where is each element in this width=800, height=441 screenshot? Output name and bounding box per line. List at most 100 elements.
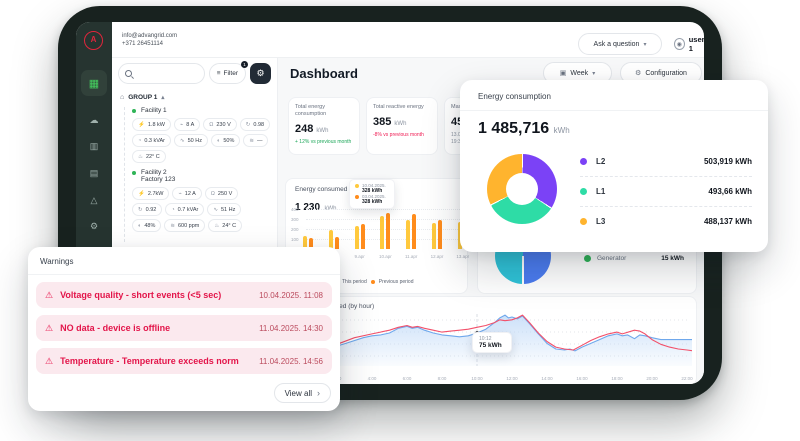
sidebar-item-active[interactable]: ▦ — [81, 70, 107, 96]
user-menu[interactable]: ◉ user-1 ▾ — [674, 35, 704, 53]
energy-donut-chart[interactable] — [487, 154, 557, 224]
facility-row[interactable]: Facility 2 Factory 123 — [132, 169, 271, 183]
generator-value: 15 kWh — [661, 255, 684, 262]
x-tick-label: 12.apr — [430, 254, 444, 259]
group-header[interactable]: ⌂ GROUP 1 ▴ — [120, 94, 271, 101]
ask-question-button[interactable]: Ask a question ▾ — [578, 33, 662, 55]
stat-title: Total energy consumption — [295, 104, 327, 117]
filter-badge: 1 — [241, 61, 248, 68]
warning-triangle-icon: ⚠ — [45, 322, 54, 333]
energy-legend-row[interactable]: L3 488,137 kWh — [580, 206, 752, 236]
status-dot — [132, 171, 136, 175]
bar-previous-period[interactable] — [334, 237, 339, 249]
warning-row[interactable]: ⚠ NO data - device is offline 11.04.2025. … — [36, 315, 332, 341]
x-tick-label: 6:00 — [402, 376, 412, 381]
power-icon: ⚡ — [138, 121, 145, 128]
energy-legend-row[interactable]: L2 503,919 kWh — [580, 146, 752, 176]
warning-row[interactable]: ⚠ Voltage quality - short events (<5 sec)… — [36, 282, 332, 308]
humidity-icon: ◐ — [138, 222, 142, 229]
facility-tree: Facility 1 ⚡ 1.8 kW ⌁ 8 A Ω 230 V ↻ 0.98 ◔ 0.3 kVA… — [124, 107, 271, 242]
metric-chip: ∿ 50 Hz — [174, 134, 208, 147]
stat-title: Max — [451, 104, 462, 110]
warnings-title: Warnings — [40, 257, 74, 266]
panel-toolbar: ≡ Filter 1 ⚙ — [118, 61, 271, 84]
contact-block: info@advangrid.com +371 26451114 — [122, 32, 177, 48]
bar-this-period[interactable] — [380, 216, 385, 249]
legend-dot — [580, 157, 587, 165]
generator-label: Generator — [597, 255, 627, 262]
tooltip-date: 03.04.2025. — [362, 194, 386, 199]
gridline — [306, 209, 464, 210]
bar-this-period[interactable] — [303, 236, 307, 249]
bar-chart-total: 1 230 — [295, 202, 321, 213]
chevron-down-icon: ▾ — [643, 41, 647, 48]
energy-card-title: Energy consumption — [478, 92, 551, 101]
bar-this-period[interactable] — [406, 220, 411, 249]
stats-icon[interactable]: ▥ — [89, 141, 99, 151]
configuration-label: Configuration — [645, 69, 687, 77]
settings-icon[interactable]: ⚙ — [89, 221, 99, 231]
legend-dot — [580, 218, 587, 225]
cloud-icon[interactable]: ☁ — [89, 115, 99, 125]
metric-value: 230 V — [216, 121, 231, 128]
bar-this-period[interactable] — [432, 222, 436, 249]
generator-dot — [584, 255, 591, 262]
metric-value: 0.7 kVAr — [177, 206, 199, 213]
gear-icon: ⚙ — [256, 68, 265, 78]
search-field[interactable] — [136, 70, 198, 77]
facility-name: Facility 2 Factory 123 — [141, 169, 175, 183]
metric-chip: Ω 230 V — [203, 118, 237, 131]
y-tick-label: 300 — [291, 216, 299, 222]
bar-this-period[interactable] — [354, 226, 359, 249]
warning-text: Temperature - Temperature exceeds norm — [60, 356, 239, 366]
stat-subline: 19:3 — [451, 138, 461, 145]
facility-title: Facility 2 — [141, 169, 167, 176]
metric-chip: Ω 250 V — [204, 187, 239, 200]
warning-row[interactable]: ⚠ Temperature - Temperature exceeds norm 1… — [36, 348, 332, 374]
line-series-previous-period — [301, 314, 692, 352]
warning-list: ⚠ Voltage quality - short events (<5 sec)… — [36, 282, 332, 381]
x-tick-label: 8:00 — [437, 376, 447, 381]
bar-this-period[interactable] — [457, 221, 462, 249]
generator-legend-row: Generator 15 kWh — [584, 255, 684, 262]
brand-logo-icon[interactable]: A — [84, 31, 103, 50]
warning-datetime: 11.04.2025. 14:30 — [259, 323, 323, 333]
facility-row[interactable]: Facility 1 — [132, 107, 271, 114]
alerts-icon[interactable]: △ — [90, 195, 98, 205]
divider — [28, 274, 340, 275]
bar-this-period[interactable] — [328, 230, 333, 249]
gear-icon: ⚙ — [635, 70, 642, 77]
bar-previous-period[interactable] — [412, 213, 417, 249]
metric-chip: ♨ 22° C — [132, 150, 166, 163]
bar-chart-legend: This period Previous period — [334, 279, 413, 285]
facility-name: Facility 1 — [141, 107, 167, 114]
energy-legend: L2 503,919 kWh L1 493,66 kWh L3 488,137 kWh — [580, 146, 752, 236]
bar-previous-period[interactable] — [360, 223, 365, 249]
gridline — [306, 239, 464, 240]
documents-icon[interactable]: ▤ — [89, 168, 99, 178]
filter-label: Filter — [223, 70, 238, 77]
avatar-icon: ◉ — [674, 38, 685, 50]
filter-button[interactable]: ≡ Filter 1 — [208, 61, 248, 84]
energy-legend-row[interactable]: L1 493,66 kWh — [580, 176, 752, 206]
bar-previous-period[interactable] — [309, 238, 313, 249]
y-tick-label: 400 — [291, 206, 299, 212]
metric-chip: ≋ 600 ppm — [164, 219, 206, 232]
bar-previous-period[interactable] — [386, 213, 391, 249]
stat-value: 385 — [373, 116, 392, 128]
page-title: Dashboard — [290, 66, 358, 81]
warning-datetime: 10.04.2025. 11:08 — [259, 290, 323, 300]
metric-value: — — [256, 137, 263, 144]
bar-previous-period[interactable] — [438, 220, 442, 249]
metric-value: 600 ppm — [177, 222, 200, 229]
x-tick-label: 14:00 — [541, 376, 553, 381]
legend-dot — [580, 188, 587, 195]
humidity-icon: ◐ — [217, 137, 221, 144]
search-input[interactable] — [118, 63, 205, 84]
view-all-button[interactable]: View all › — [273, 383, 331, 403]
frequency-icon: ∿ — [180, 137, 185, 144]
panel-settings-button[interactable]: ⚙ — [250, 63, 271, 84]
filter-icon: ≡ — [216, 70, 221, 77]
stat-delta: -8% vs previous month — [373, 132, 424, 138]
